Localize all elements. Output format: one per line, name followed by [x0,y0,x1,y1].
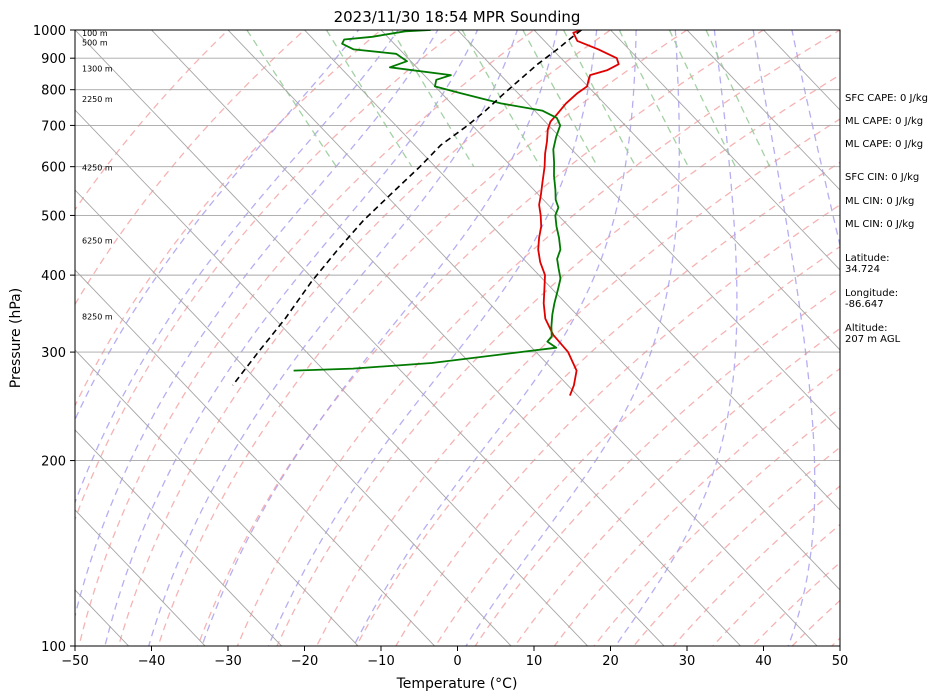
dry-adiabat-line [75,30,459,522]
mixing-ratio-line [391,30,475,168]
moist-adiabat-line [614,30,738,646]
dry-adiabat-line [75,30,306,306]
x-tick-label: 10 [526,654,543,669]
dry-adiabat-line [78,30,536,646]
sounding-info-panel: SFC CAPE: 0 J/kg ML CAPE: 0 J/kg ML CAPE: … [845,0,947,700]
sounding-info-item: ML CIN: 0 J/kg [845,196,915,207]
isotherm-line [380,30,840,511]
y-tick-label: 300 [41,346,66,361]
isotherm-line [75,189,512,646]
isotherm-line [75,109,589,646]
moist-adiabat-line [267,30,598,646]
dry-adiabat-line [157,30,689,646]
moist-adiabat-line [75,30,399,505]
y-tick-label: 500 [41,209,66,224]
dry-adiabat-line [474,287,840,646]
x-tick-label: −10 [367,654,394,669]
moist-adiabat-line [75,30,360,422]
x-tick-label: −40 [138,654,165,669]
sounding-info-item: Longitude: -86.647 [845,288,899,310]
height-label: 1300 m [82,64,113,73]
isotherm-line [150,30,742,646]
sounding-info-item: Altitude: 207 m AGL [845,323,901,345]
x-tick-label: 40 [755,654,772,669]
sounding-info-item: ML CAPE: 0 J/kg [845,139,924,150]
y-tick-label: 700 [41,119,66,134]
sounding-info-item: SFC CIN: 0 J/kg [845,172,920,183]
isotherm-line [456,30,840,431]
moist-adiabat-line [465,30,680,646]
x-tick-label: −20 [291,654,318,669]
dry-adiabat-line [355,161,840,646]
isotherm-line [75,349,359,646]
height-label: 2250 m [82,95,113,104]
dewpoint-profile-line [293,30,562,372]
isotherm-line [227,30,818,646]
y-tick-label: 800 [41,84,66,99]
mixing-ratio-line [461,30,541,168]
height-label: 500 m [82,38,108,47]
x-tick-label: 50 [832,654,849,669]
mixing-ratio-line [562,30,637,168]
sounding-info-item: SFC CAPE: 0 J/kg [845,93,928,104]
x-tick-label: 30 [679,654,696,669]
dry-adiabat-line [434,245,840,646]
isotherm-line [75,509,206,646]
dry-adiabat-line [514,327,840,646]
dry-adiabat-line [553,367,840,646]
isotherm-line [75,429,283,646]
temperature-profile-line [537,30,620,396]
height-label: 4250 m [82,164,113,173]
dry-adiabat-line [315,118,840,646]
dry-adiabat-line [75,30,383,408]
moist-adiabat-line [104,30,479,646]
dry-adiabat-line [276,74,840,646]
x-tick-label: −30 [214,654,241,669]
isotherm-line [686,30,840,191]
x-tick-label: 0 [453,654,461,669]
y-tick-label: 100 [41,640,66,655]
dry-adiabat-line [117,30,612,646]
parcel-profile-line [232,30,582,386]
x-axis-title: Temperature (°C) [396,676,518,692]
isotherm-line [75,30,665,646]
y-tick-label: 200 [41,455,66,470]
moist-adiabat-line [75,30,439,619]
y-tick-label: 900 [41,52,66,67]
isotherm-line [533,30,840,351]
dry-adiabat-line [75,30,229,211]
isotherm-line [303,30,840,591]
chart-title: 2023/11/30 18:54 MPR Sounding [334,8,581,26]
moist-adiabat-line [353,30,637,646]
moist-adiabat-line [201,30,558,646]
height-label: 6250 m [82,237,113,246]
y-axis-title: Pressure (hPa) [8,288,24,388]
moist-adiabat-line [148,30,518,646]
height-label: 8250 m [82,312,113,321]
x-tick-label: −50 [61,654,88,669]
isotherm-line [75,269,436,646]
sounding-info-item: Latitude: 34.724 [845,253,890,275]
sounding-info-item: ML CAPE: 0 J/kg [845,116,924,127]
height-label: 100 m [82,29,108,38]
mixing-ratio-line [522,30,599,168]
dry-adiabat-line [236,30,840,646]
y-tick-label: 600 [41,161,66,176]
dry-adiabat-line [197,30,765,646]
y-tick-label: 400 [41,269,66,284]
isotherm-line [609,30,840,271]
sounding-info-item: ML CIN: 0 J/kg [845,219,915,230]
y-tick-label: 1000 [33,24,66,39]
x-tick-label: 20 [602,654,619,669]
